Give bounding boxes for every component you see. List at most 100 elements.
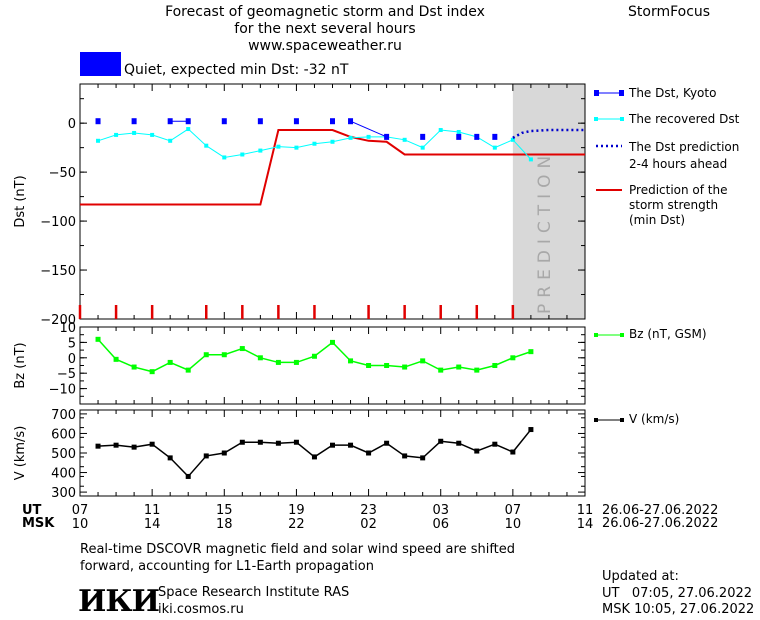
bz-point xyxy=(185,367,191,373)
recovered-point xyxy=(240,152,245,157)
v-point xyxy=(330,442,335,448)
kyoto-point xyxy=(474,133,480,140)
kyoto-point xyxy=(95,118,101,125)
site-url[interactable]: www.spaceweather.ru xyxy=(248,38,402,54)
institute-name: Space Research Institute RAS xyxy=(158,585,350,600)
bz-ylabel: Bz (nT) xyxy=(13,342,28,388)
v-point xyxy=(510,449,516,455)
recovered-point xyxy=(114,132,119,137)
status-color-box xyxy=(80,52,121,76)
v-point xyxy=(311,454,317,460)
kyoto-point xyxy=(131,118,137,125)
kyoto-point xyxy=(221,118,227,125)
legend-bz-marker xyxy=(594,333,598,337)
recovered-point xyxy=(204,143,209,148)
v-frame xyxy=(79,409,586,497)
v-point xyxy=(221,450,227,456)
kyoto-point xyxy=(348,118,354,125)
ut-tick-label: 23 xyxy=(360,503,377,518)
dst-ytick-label: −50 xyxy=(49,166,76,181)
msk-tick-label: 14 xyxy=(577,517,594,532)
legend-recovered-label: The recovered Dst xyxy=(629,112,740,126)
v-point xyxy=(167,455,173,461)
bz-legend-swatch xyxy=(594,333,624,337)
recovered-point xyxy=(492,145,497,150)
bz-point xyxy=(330,339,335,345)
prediction-text: PREDICTION xyxy=(536,150,555,314)
recovered-point xyxy=(402,137,407,142)
recovered-point xyxy=(510,137,515,142)
v-point xyxy=(492,441,498,447)
v-point xyxy=(420,455,426,461)
status-text: Quiet, expected min Dst: -32 nT xyxy=(124,62,349,78)
msk-tick-label: 22 xyxy=(288,517,305,532)
bz-point xyxy=(348,358,354,364)
v-point xyxy=(257,439,263,445)
legend-v-label: V (km/s) xyxy=(629,412,680,426)
updated-msk: MSK 10:05, 27.06.2022 xyxy=(602,602,755,617)
bz-ytick-label: 10 xyxy=(59,321,76,336)
bz-point xyxy=(167,359,173,365)
recovered-point xyxy=(276,144,281,149)
legend-v-marker-2 xyxy=(620,418,624,422)
recovered-point xyxy=(330,139,335,144)
bz-point xyxy=(113,356,119,362)
msk-date-range: 26.06-27.06.2022 xyxy=(602,516,719,531)
ut-tick-label: 03 xyxy=(432,503,449,518)
dst-ytick-label: −100 xyxy=(40,215,76,230)
v-ytick-label: 300 xyxy=(51,486,76,501)
ut-tick-label: 11 xyxy=(144,503,161,518)
dst-legend-swatches xyxy=(594,90,624,191)
v-point xyxy=(438,438,444,444)
bz-point xyxy=(474,367,480,373)
recovered-point xyxy=(528,157,533,162)
kyoto-point xyxy=(492,133,498,140)
v-ytick-label: 700 xyxy=(51,408,76,423)
recovered-point xyxy=(222,155,227,160)
bz-point xyxy=(384,363,390,368)
kyoto-point xyxy=(185,118,191,125)
dst-ytick-label: −200 xyxy=(40,313,76,328)
bz-ytick-label: −5 xyxy=(57,367,76,382)
bz-point xyxy=(311,353,317,359)
bz-ytick-label: 5 xyxy=(68,336,76,351)
msk-tick-label: 10 xyxy=(505,517,522,532)
v-point xyxy=(131,444,137,450)
v-point xyxy=(528,427,534,433)
iki-logo: ИКИ xyxy=(78,584,160,619)
bz-point xyxy=(492,363,498,368)
ut-label: UT xyxy=(22,503,42,518)
footnote-line-2: forward, accounting for L1-Earth propaga… xyxy=(80,559,374,574)
bz-point xyxy=(293,359,299,365)
recovered-point xyxy=(438,128,443,133)
bz-ytick-label: −10 xyxy=(49,383,76,398)
ut-tick-label: 19 xyxy=(288,503,305,518)
legend-bz-marker-2 xyxy=(620,333,624,337)
v-line xyxy=(97,429,532,478)
v-panel: 700 600 500 400 300 V (km/s) xyxy=(13,408,586,501)
ut-tick-label: 07 xyxy=(72,503,89,518)
prediction-label: PREDICTION xyxy=(535,88,556,322)
v-point xyxy=(293,439,299,445)
msk-tick-label: 02 xyxy=(360,517,377,532)
legend-kyoto-marker xyxy=(594,90,599,96)
dst-ylabel: Dst (nT) xyxy=(13,175,28,227)
recovered-point xyxy=(132,130,137,135)
v-point xyxy=(239,439,245,445)
bz-point xyxy=(510,355,516,361)
legend-prediction-label-2: 2-4 hours ahead xyxy=(629,157,728,171)
kyoto-point xyxy=(293,118,299,125)
ut-tick-label: 15 xyxy=(216,503,233,518)
bz-point xyxy=(131,364,137,370)
legend-recovered-marker-2 xyxy=(620,117,624,121)
v-legend-swatch xyxy=(594,418,624,422)
bz-frame xyxy=(79,326,586,405)
legend-strength-label-3: (min Dst) xyxy=(629,213,686,227)
v-ylabel: V (km/s) xyxy=(13,426,28,481)
institute-url[interactable]: iki.cosmos.ru xyxy=(158,602,244,617)
v-point xyxy=(203,453,209,459)
v-point xyxy=(149,441,155,447)
recovered-point xyxy=(258,148,263,153)
